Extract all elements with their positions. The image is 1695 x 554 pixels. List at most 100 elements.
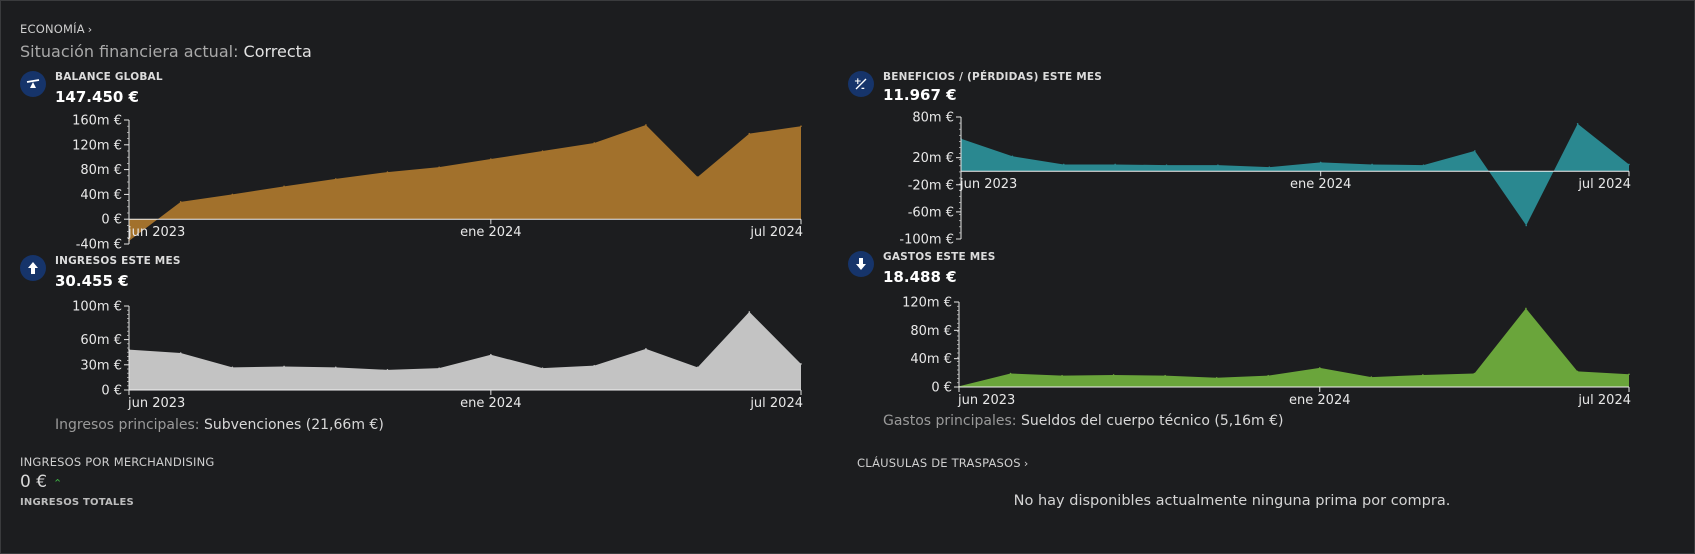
data-point xyxy=(645,348,647,350)
data-point xyxy=(438,166,440,168)
merchandising-label: INGRESOS POR MERCHANDISING xyxy=(20,455,215,469)
income-value: 30.455 € xyxy=(55,272,129,290)
x-tick-label: jul 2024 xyxy=(1577,393,1631,408)
series-area xyxy=(959,308,1629,387)
data-point xyxy=(179,352,182,354)
expenses-caption: Gastos principales: Sueldos del cuerpo t… xyxy=(883,413,1283,429)
transfer-empty-message: No hay disponibles actualmente ninguna p… xyxy=(1013,493,1451,509)
merchandising-value-row: 0 € ⌃ xyxy=(20,472,62,492)
data-point xyxy=(386,171,389,173)
data-point xyxy=(1525,224,1528,227)
profit-chart: -100m € -60m € -20m € 20m € 80m € jun 2023 ene… xyxy=(899,111,1631,248)
data-point xyxy=(1062,163,1065,166)
transfer-clauses-link[interactable]: CLÁUSULAS DE TRASPASOS › xyxy=(857,456,1028,470)
data-point xyxy=(800,363,802,365)
data-point xyxy=(1112,374,1115,376)
income-caption-label: Ingresos principales: xyxy=(55,417,200,433)
data-point xyxy=(1217,164,1219,166)
y-tick-label: 20m € xyxy=(912,151,954,166)
y-tick-label: 60m € xyxy=(80,333,122,348)
y-tick-label: -20m € xyxy=(908,178,954,193)
income-caption: Ingresos principales: Subvenciones (21,6… xyxy=(55,417,384,433)
profit-label: BENEFICIOS / (PÉRDIDAS) ESTE MES xyxy=(883,71,1103,83)
series-area xyxy=(961,123,1629,226)
transfer-clauses-label[interactable]: CLÁUSULAS DE TRASPASOS xyxy=(857,456,1021,470)
expenses-label: GASTOS ESTE MES xyxy=(883,251,996,263)
data-point xyxy=(438,367,440,369)
chevron-right-icon: › xyxy=(87,23,93,36)
financial-status-value: Correcta xyxy=(243,42,312,61)
expenses-value: 18.488 € xyxy=(883,268,957,286)
y-tick-label: -60m € xyxy=(908,205,954,220)
data-point xyxy=(1628,163,1630,166)
scale-icon xyxy=(20,71,46,97)
balance-label: BALANCE GLOBAL xyxy=(55,71,163,83)
data-point xyxy=(800,125,802,127)
x-tick-label: ene 2024 xyxy=(460,225,521,240)
x-tick-label: jul 2024 xyxy=(749,225,803,240)
data-point xyxy=(1371,163,1373,166)
data-point xyxy=(283,185,285,188)
y-tick-label: 80m € xyxy=(910,324,952,339)
data-point xyxy=(1011,155,1014,158)
x-tick-label: jun 2023 xyxy=(127,396,185,411)
data-point xyxy=(1576,122,1579,125)
data-point xyxy=(1267,374,1270,377)
data-point xyxy=(490,158,492,160)
data-point xyxy=(1525,307,1527,310)
data-point xyxy=(1215,376,1218,379)
x-tick-label: jun 2023 xyxy=(127,225,185,240)
economy-link[interactable]: ECONOMÍA › xyxy=(20,22,92,36)
data-point xyxy=(1165,164,1168,166)
y-tick-label: 80m € xyxy=(912,111,954,126)
y-tick-label: 100m € xyxy=(72,300,122,315)
data-point xyxy=(334,178,337,180)
data-point xyxy=(748,132,751,135)
merchandising-value: 0 € xyxy=(20,472,48,492)
data-point xyxy=(179,201,182,203)
arrow-down-icon xyxy=(848,251,874,277)
data-point xyxy=(386,369,389,371)
y-tick-label: 40m € xyxy=(80,188,122,203)
data-point xyxy=(696,366,699,369)
data-point xyxy=(231,366,234,369)
data-point xyxy=(645,124,647,126)
y-tick-label: 30m € xyxy=(80,358,122,373)
y-tick-label: -40m € xyxy=(76,238,122,253)
y-tick-label: -100m € xyxy=(899,233,954,248)
data-point xyxy=(541,150,544,152)
data-point xyxy=(1370,376,1373,378)
data-point xyxy=(231,193,234,196)
economy-link-label[interactable]: ECONOMÍA xyxy=(20,22,85,36)
series-area xyxy=(129,311,801,390)
x-tick-label: jun 2023 xyxy=(957,393,1015,408)
chevron-up-icon: ⌃ xyxy=(53,477,63,490)
y-tick-label: 120m € xyxy=(902,296,952,311)
data-point xyxy=(1576,370,1579,373)
data-point xyxy=(283,365,285,368)
data-point xyxy=(541,367,544,369)
data-point xyxy=(1114,163,1116,166)
arrow-up-icon xyxy=(20,255,46,281)
data-point xyxy=(490,353,492,356)
financial-status-label: Situación financiera actual: xyxy=(20,42,239,61)
balance-value: 147.450 € xyxy=(55,88,139,106)
data-point xyxy=(1422,374,1424,376)
data-point xyxy=(593,142,596,144)
x-tick-label: jul 2024 xyxy=(1577,177,1631,192)
data-point xyxy=(334,366,337,369)
svg-text:-: - xyxy=(861,84,865,92)
x-tick-label: jun 2023 xyxy=(959,177,1017,192)
series-area xyxy=(129,124,801,241)
merchandising-sub-label: INGRESOS TOTALES xyxy=(20,497,134,508)
data-point xyxy=(593,364,596,367)
data-point xyxy=(1422,164,1425,166)
x-tick-label: ene 2024 xyxy=(1290,177,1351,192)
financial-status: Situación financiera actual: Correcta xyxy=(20,42,312,61)
svg-text:+: + xyxy=(854,77,862,87)
data-point xyxy=(1473,372,1476,375)
income-chart: 0 € 30m € 60m € 100m € jun 2023 ene 2024 jul 2… xyxy=(72,300,803,412)
income-label: INGRESOS ESTE MES xyxy=(55,255,181,267)
x-tick-label: ene 2024 xyxy=(1289,393,1350,408)
data-point xyxy=(1318,367,1321,369)
